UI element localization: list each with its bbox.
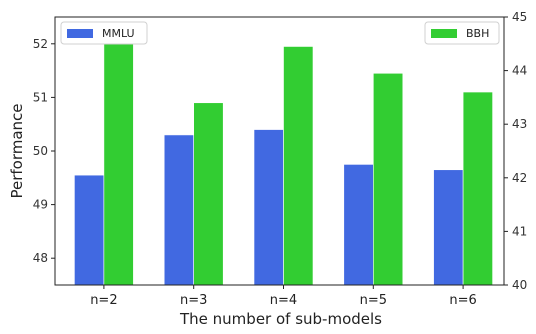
y-left-tick-label: 52 [33, 37, 48, 51]
y-right-tick-label: 44 [512, 64, 527, 78]
y-left-tick-label: 49 [33, 198, 48, 212]
bar-bbh-3 [283, 46, 314, 286]
y-left-tick-label: 51 [33, 90, 48, 104]
bar-mmlu-2 [163, 134, 194, 286]
legend-mmlu: MMLU [60, 21, 148, 45]
x-tick-label: n=2 [90, 293, 117, 308]
bar-mmlu-4 [343, 164, 374, 286]
y-left-tick-label: 48 [33, 251, 48, 265]
legend-bbh-label: BBH [466, 27, 489, 40]
bar-mmlu-3 [253, 129, 284, 286]
y-right-tick-label: 45 [512, 10, 527, 24]
x-tick-label: n=3 [180, 293, 207, 308]
bar-mmlu-1 [74, 174, 105, 286]
legend-mmlu-box [60, 21, 148, 45]
y-left-tick-label: 50 [33, 144, 48, 158]
bar-mmlu-5 [433, 169, 464, 286]
plot-frame [54, 16, 505, 286]
left-axis-ticks: 48 49 50 51 52 [33, 37, 55, 265]
legend-bbh: BBH [424, 21, 500, 45]
y-right-tick-label: 41 [512, 224, 527, 238]
legend-mmlu-label: MMLU [102, 27, 135, 40]
x-tick-label: n=6 [449, 293, 476, 308]
x-tick-label: n=5 [360, 293, 387, 308]
y-right-tick-label: 42 [512, 171, 527, 185]
bar-bbh-5 [462, 91, 493, 286]
legend-bbh-swatch [431, 29, 457, 38]
y-right-tick-label: 40 [512, 278, 527, 292]
category-ticks: n=2 n=3 n=4 n=5 n=6 [90, 285, 477, 308]
bar-bbh-1 [103, 40, 134, 286]
x-axis-title: The number of sub-models [179, 310, 382, 328]
y-right-tick-label: 43 [512, 117, 527, 131]
legend-mmlu-swatch [67, 29, 93, 38]
y-axis-title: Performance [8, 103, 26, 198]
legend-bbh-box [424, 21, 500, 45]
x-tick-label: n=4 [270, 293, 297, 308]
bar-bbh-2 [193, 102, 224, 286]
bars-layer [74, 40, 493, 286]
right-axis-ticks: 40 41 42 43 44 45 [504, 10, 527, 292]
bar-bbh-4 [372, 72, 404, 286]
